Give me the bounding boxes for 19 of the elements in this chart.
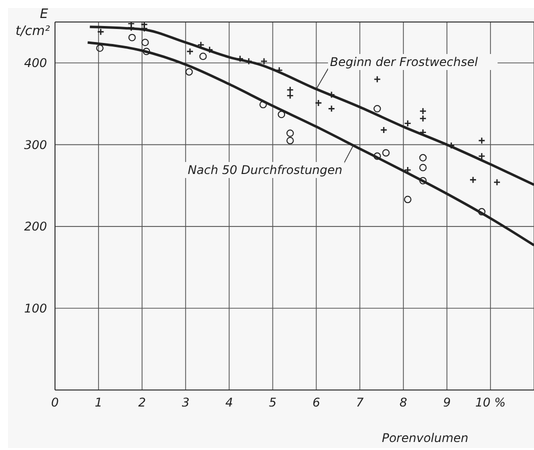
x-tick-label: 0	[51, 396, 60, 410]
x-tick-label: 5	[268, 396, 277, 410]
y-tick-label: 300	[24, 138, 48, 152]
x-tick-label: 7	[356, 396, 364, 410]
x-tick-label: 8	[400, 396, 408, 410]
y-tick-label: 100	[24, 301, 48, 316]
x-tick-label: 3	[182, 396, 190, 410]
y-tick-label: 200	[24, 220, 48, 234]
y-tick-label: 400	[24, 56, 48, 70]
series-label: Beginn der Frostwechsel	[330, 55, 479, 69]
x-tick-label: 2	[138, 396, 146, 410]
x-tick-label: 4	[225, 396, 233, 410]
series-label: Nach 50 Durchfrostungen	[188, 163, 342, 177]
x-axis-title: Porenvolumen	[382, 431, 468, 445]
x-tick-label: 1	[94, 396, 102, 410]
x-tick-label: 9	[443, 396, 451, 410]
x-tick-label: 10 %	[475, 396, 506, 410]
x-tick-label: 6	[312, 396, 320, 410]
y-axis-title: E t/cm²	[16, 7, 50, 39]
